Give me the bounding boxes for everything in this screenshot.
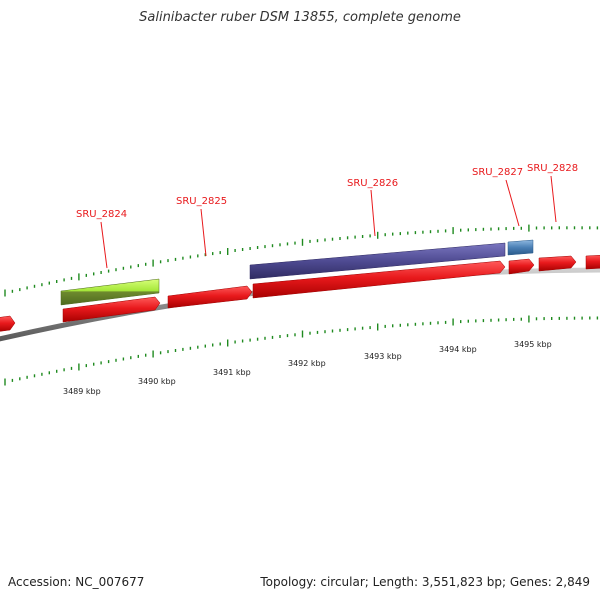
gene-label-sru-2826[interactable]: SRU_2826 <box>347 178 398 189</box>
leader-line-sru-2826 <box>370 189 376 237</box>
genome-info-text: Topology: circular; Length: 3,551,823 bp… <box>260 575 590 589</box>
kbp-label: 3490 kbp <box>138 377 176 386</box>
outer-tick-row <box>4 224 599 297</box>
accession-text: Accession: NC_007677 <box>8 575 145 589</box>
cds-arrow[interactable] <box>585 255 600 270</box>
kbp-label: 3491 kbp <box>213 368 251 377</box>
kbp-label: 3489 kbp <box>63 387 101 396</box>
inner-tick-row <box>4 315 599 386</box>
kbp-label: 3493 kbp <box>364 352 402 361</box>
kbp-label: 3494 kbp <box>439 345 477 354</box>
gene-label-sru-2824[interactable]: SRU_2824 <box>76 209 127 220</box>
leader-line-sru-2827 <box>505 179 520 227</box>
gene-feature-blue[interactable] <box>507 239 534 256</box>
gene-label-sru-2827[interactable]: SRU_2827 <box>472 167 523 178</box>
leader-line-sru-2825 <box>200 208 207 257</box>
gene-label-sru-2825[interactable]: SRU_2825 <box>176 196 227 207</box>
leader-line-sru-2824 <box>100 221 108 269</box>
cds-arrow[interactable] <box>0 315 16 332</box>
kbp-label: 3492 kbp <box>288 359 326 368</box>
cds-arrow[interactable] <box>538 255 577 272</box>
cds-arrow[interactable] <box>508 258 535 275</box>
gene-feature-purple[interactable] <box>249 242 506 280</box>
genome-title: Salinibacter ruber DSM 13855, complete g… <box>139 10 461 25</box>
cds-arrow[interactable] <box>167 285 253 309</box>
gene-label-sru-2828[interactable]: SRU_2828 <box>527 163 578 174</box>
cds-arrow[interactable] <box>252 260 506 299</box>
kbp-label: 3495 kbp <box>514 340 552 349</box>
gene-feature-green[interactable] <box>60 278 160 306</box>
leader-line-sru-2828 <box>550 175 557 223</box>
cds-arrow[interactable] <box>62 296 161 323</box>
